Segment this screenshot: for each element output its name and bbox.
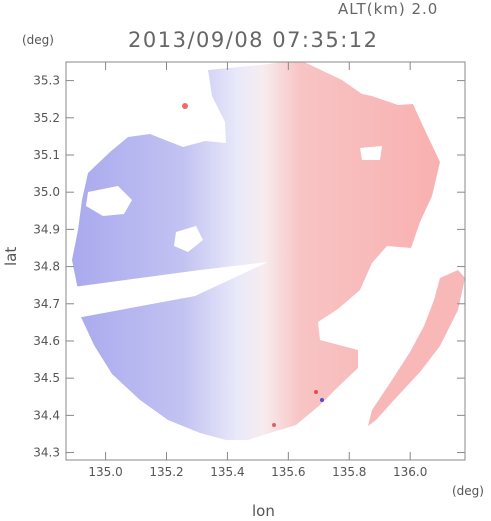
y-tick-label: 35.1 [33,148,60,162]
x-tick-label: 136.0 [393,465,427,479]
y-tick-label: 35.2 [33,111,60,125]
x-tick-label: 135.2 [149,465,183,479]
y-tick-label: 34.7 [33,297,60,311]
x-tick-label: 135.6 [271,465,305,479]
echo-hole-2 [174,226,203,252]
y-tick-label: 34.6 [33,334,60,348]
plot-frame [65,61,466,461]
x-axis-label: lon [252,502,275,520]
y-tick-label: 34.8 [33,260,60,274]
y-axis-unit: (deg) [22,33,54,47]
x-tick-label: 135.4 [210,465,244,479]
y-tick-label: 35.3 [33,74,60,88]
axis-ticks: 135.0 135.2 135.4 135.6 135.8 136.0 34.3 34.4 34… [33,62,465,479]
timestamp-title: 2013/09/08 07:35:12 [128,28,379,52]
x-tick-label: 135.8 [332,465,366,479]
echo-east-band [368,270,465,426]
y-tick-label: 34.4 [33,408,60,422]
y-tick-label: 34.9 [33,222,60,236]
echo-hole-1 [86,186,132,216]
y-tick-label: 34.3 [33,446,60,460]
echo-gap-wedge [66,262,268,320]
echo-main [72,62,440,440]
x-tick-label: 135.0 [88,465,122,479]
altitude-label: ALT(km) 2.0 [338,0,439,18]
echo-hole-3 [360,146,382,160]
x-axis-unit: (deg) [452,484,484,498]
velocity-field [66,62,465,440]
y-tick-label: 34.5 [33,371,60,385]
y-tick-label: 35.0 [33,185,60,199]
